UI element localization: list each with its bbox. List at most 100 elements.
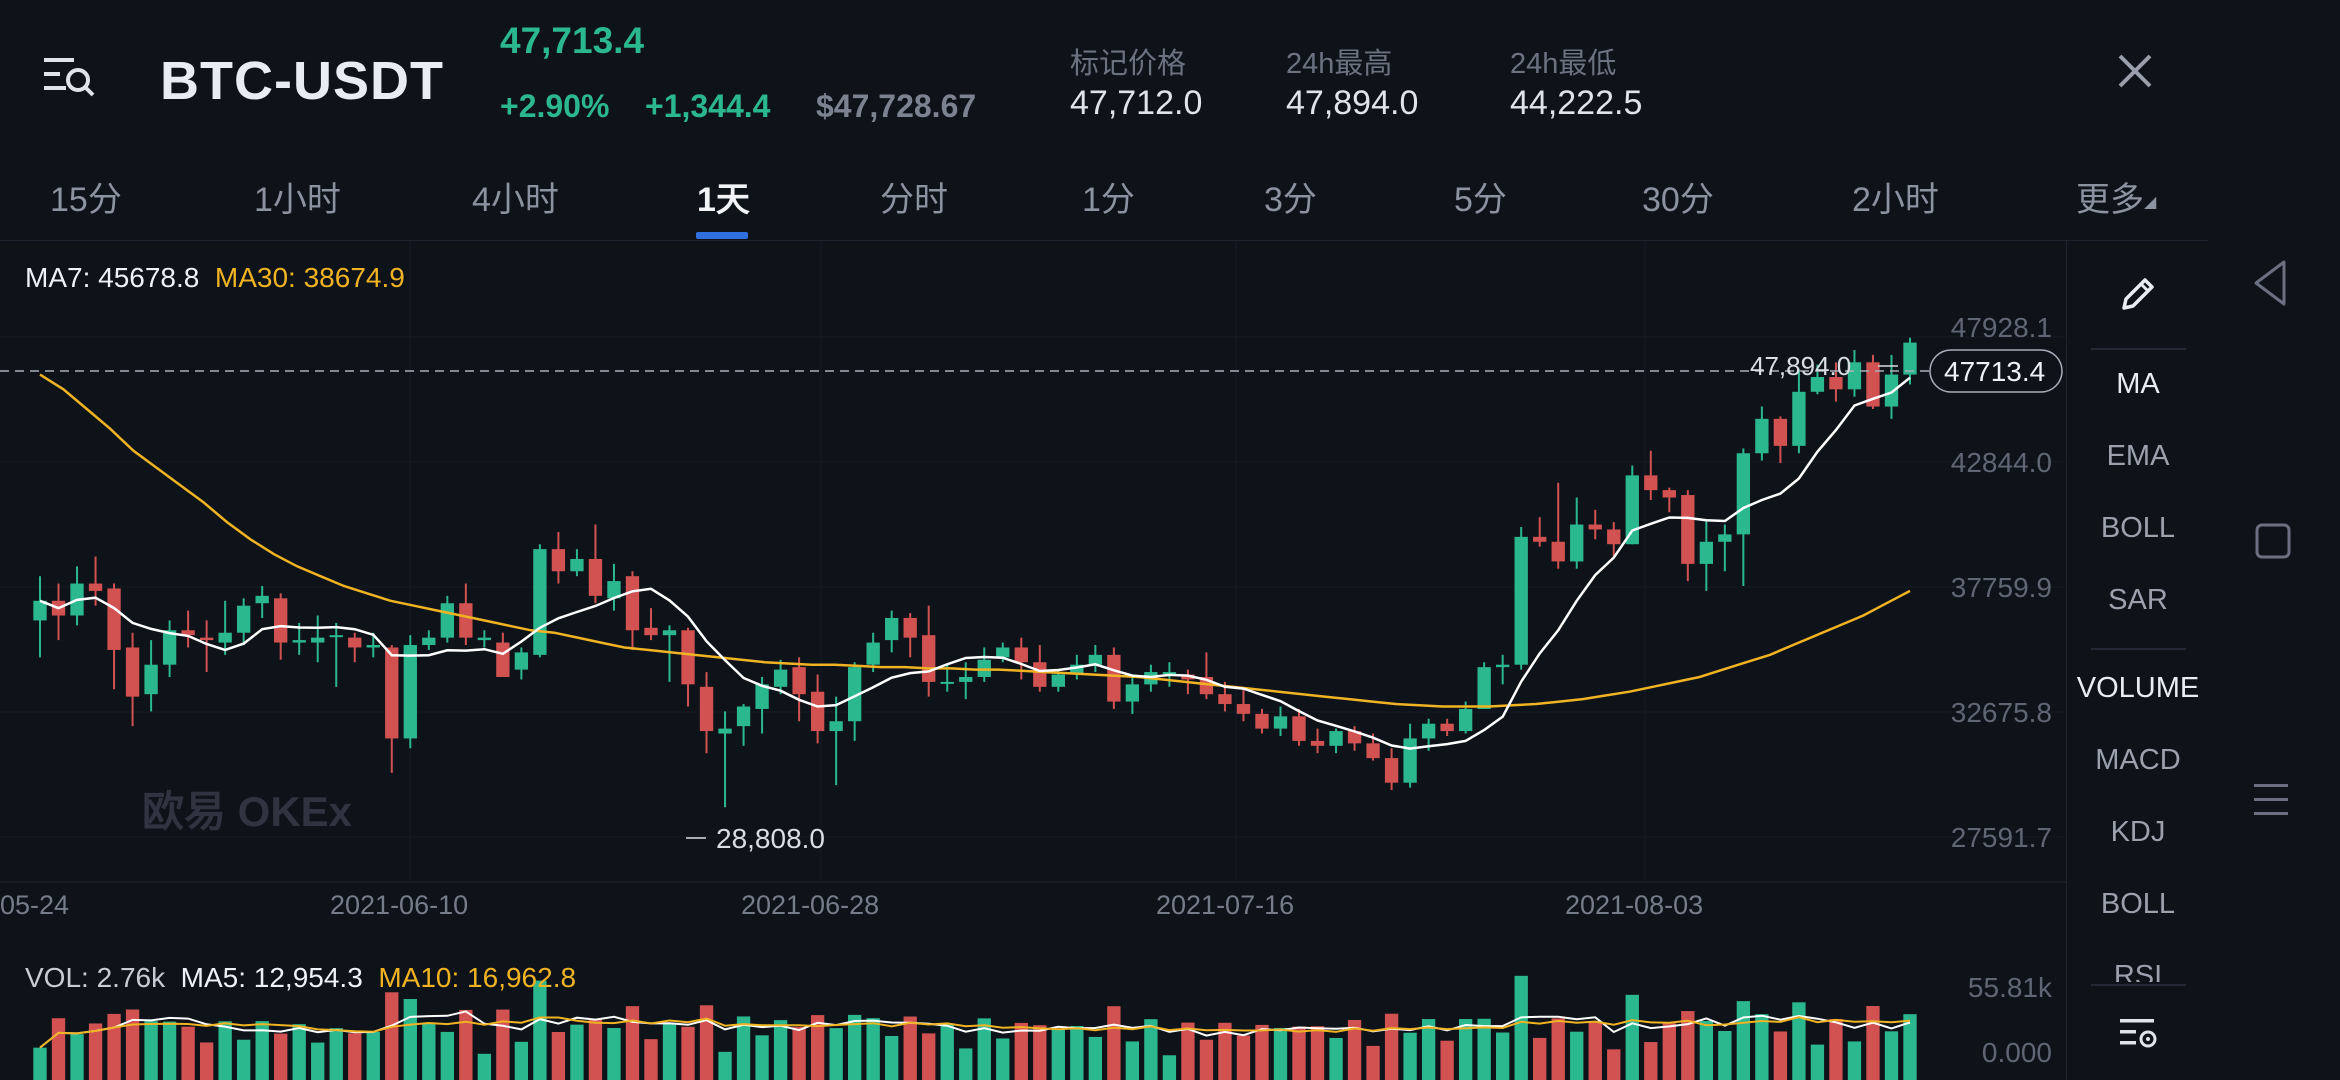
tab-1m[interactable]: 1分 [1082, 181, 1135, 219]
volume-bar [1347, 1020, 1362, 1080]
indicator-kdj[interactable]: KDJ [2110, 816, 2166, 848]
chart-grid [0, 242, 2066, 882]
indicator-macd[interactable]: MACD [2095, 744, 2181, 776]
volume-bar [292, 1024, 306, 1080]
volume-bar [403, 998, 417, 1080]
candle-body [1125, 684, 1140, 702]
candle-body [1070, 664, 1084, 675]
volume-bar [1570, 1031, 1584, 1080]
volume-bar [1144, 1019, 1158, 1080]
home-square-icon[interactable] [2254, 522, 2294, 567]
candle-body [1366, 743, 1380, 759]
price-tag-box [1929, 349, 2063, 393]
volume-bar [1884, 1031, 1899, 1080]
recents-lines-icon[interactable] [2252, 780, 2292, 825]
volume-bar [459, 1009, 473, 1080]
volume-bar [773, 1020, 788, 1080]
volume-bar [1403, 1032, 1417, 1080]
candle-body [1477, 667, 1491, 709]
price-tag: 47713.4 [1944, 356, 2045, 387]
vol-ma5-legend: MA5: 12,954.3 [180, 962, 363, 993]
volume-bar [570, 1024, 584, 1080]
candle-body [1329, 731, 1343, 746]
candle-body [1514, 536, 1528, 665]
tab-4h[interactable]: 4小时 [472, 181, 559, 219]
last-price: 47,713.4 [500, 20, 645, 61]
tab-1d[interactable]: 1天 [697, 181, 750, 219]
volume-bar [1792, 1002, 1806, 1080]
candle-body [199, 637, 214, 641]
change-amount: +1,344.4 [645, 88, 771, 124]
tab-30m[interactable]: 30分 [1642, 181, 1714, 219]
volume-bar [588, 1018, 603, 1080]
volume-tick-label: 55.81k [1968, 972, 2053, 1003]
candle-body [403, 645, 417, 739]
indicator-ma[interactable]: MA [2116, 368, 2160, 400]
price-axis: 47928.1 42844.0 37759.9 32675.8 27591.7 [1951, 312, 2052, 853]
volume-bar [236, 1039, 251, 1080]
candle-body [1903, 342, 1917, 375]
volume-bar [1903, 1014, 1917, 1080]
time-tick-label: 05-24 [0, 890, 69, 920]
candle-body [1718, 534, 1732, 542]
indicator-boll-sub[interactable]: BOLL [2100, 888, 2176, 920]
volume-bar [199, 1042, 214, 1080]
volume-bar [1477, 1018, 1491, 1080]
candle-body [1884, 374, 1899, 407]
candle-body [1847, 362, 1862, 390]
volume-bar [1384, 1013, 1399, 1080]
candle-body [1440, 723, 1454, 732]
tab-2h[interactable]: 2小时 [1852, 181, 1939, 219]
candle-body [33, 600, 47, 621]
price-tick-label: 37759.9 [1951, 572, 2052, 603]
volume-bar [51, 1018, 66, 1080]
settings-list-icon[interactable] [2067, 1010, 2209, 1062]
indicator-rsi[interactable]: RSI [2113, 960, 2163, 982]
candle-body [125, 647, 140, 697]
candlestick-chart[interactable]: 欧易 OKEx 47,894.0 47713.4 28,808.0 47928.… [0, 242, 2066, 1080]
indicator-volume[interactable]: VOLUME [2076, 672, 2200, 704]
candle-body [1273, 716, 1288, 729]
high-24h-label: 24h最高 [1286, 48, 1393, 80]
candle-body [792, 667, 806, 695]
volume-bar [311, 1042, 325, 1080]
candle-body [1236, 704, 1251, 714]
tab-more[interactable]: 更多◢ [2076, 172, 2156, 221]
volume-bar [718, 1051, 732, 1080]
volume-bar [662, 1023, 677, 1080]
tab-5m[interactable]: 5分 [1454, 181, 1507, 219]
price-tick-label: 47928.1 [1951, 312, 2052, 343]
candle-body [1625, 475, 1639, 545]
candle-body [496, 642, 510, 677]
volume-bar [1496, 1032, 1510, 1080]
usd-price: $47,728.67 [816, 88, 977, 124]
volume-bar [88, 1023, 103, 1080]
candle-body [459, 603, 473, 638]
volume-bar [1514, 975, 1528, 1080]
vol-legend: VOL: 2.76k MA5: 12,954.3 MA10: 16,962.8 [25, 962, 576, 994]
watermark: 欧易 OKEx [142, 788, 353, 835]
candle-body [162, 630, 177, 665]
volume-bar [977, 1018, 991, 1080]
volume-bar [996, 1038, 1010, 1080]
volume-bar [1551, 1018, 1565, 1080]
indicator-ema[interactable]: EMA [2106, 440, 2170, 472]
candle-body [940, 681, 954, 684]
tab-15m[interactable]: 15分 [50, 181, 122, 219]
candle-body [1773, 418, 1788, 446]
price-tick-label: 42844.0 [1951, 447, 2052, 478]
ma7-legend: MA7: 45678.8 [25, 262, 200, 293]
volume-bar [496, 1009, 510, 1080]
indicator-sar[interactable]: SAR [2108, 584, 2168, 616]
candle-body [1051, 674, 1065, 687]
volume-bar [1329, 1037, 1343, 1080]
menu-search-icon[interactable] [40, 46, 100, 106]
tab-timeshare[interactable]: 分时 [880, 181, 948, 219]
close-icon[interactable] [2110, 46, 2160, 96]
tab-3m[interactable]: 3分 [1264, 181, 1317, 219]
back-triangle-icon[interactable] [2250, 258, 2290, 313]
candle-body [440, 603, 454, 638]
pencil-icon[interactable] [2067, 272, 2209, 324]
indicator-boll[interactable]: BOLL [2100, 512, 2176, 544]
tab-1h[interactable]: 1小时 [254, 181, 341, 219]
